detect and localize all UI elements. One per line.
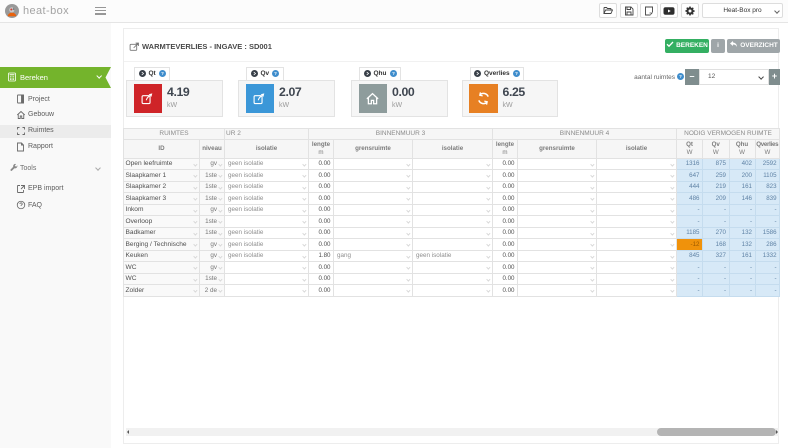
svg-text:?: ?: [161, 71, 164, 76]
svg-text:?: ?: [679, 74, 682, 79]
svg-text:?: ?: [274, 71, 277, 76]
svg-text:?: ?: [392, 71, 395, 76]
svg-text:?: ?: [515, 71, 518, 76]
